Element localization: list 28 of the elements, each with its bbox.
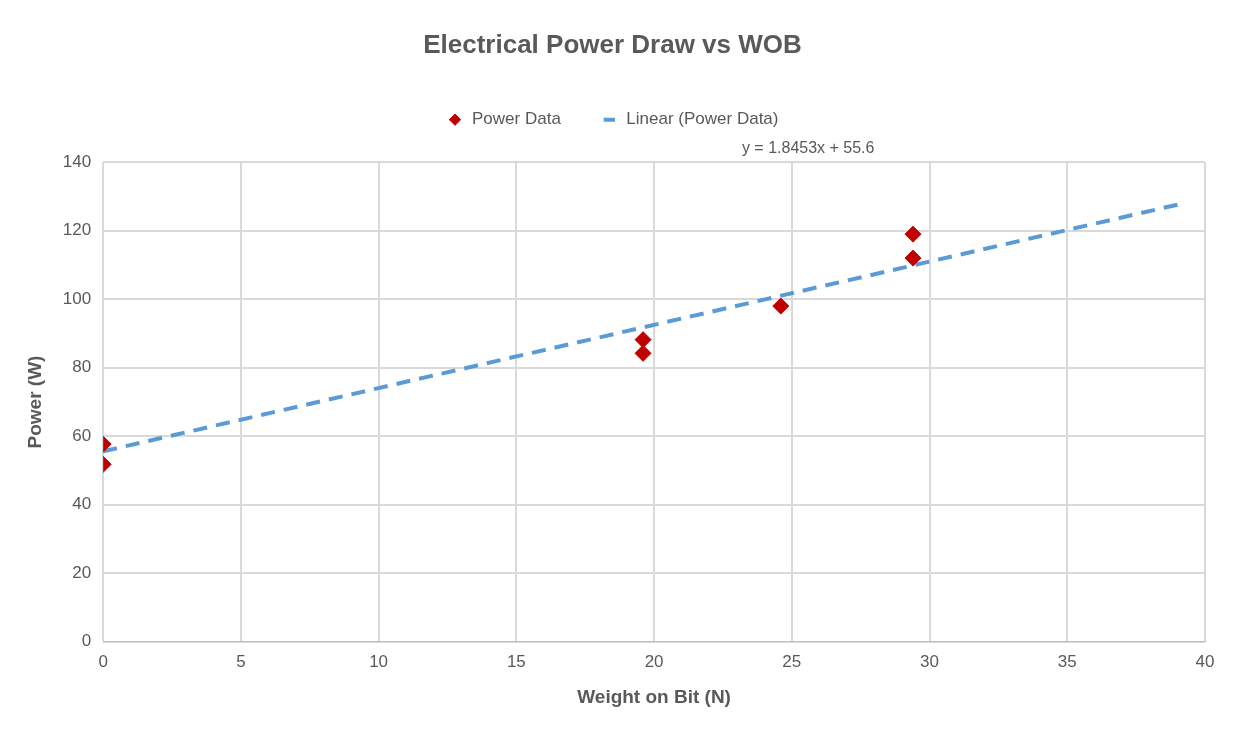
y-tick-label: 40: [72, 494, 92, 514]
y-tick-label: 140: [62, 151, 92, 171]
point: [772, 297, 790, 315]
text: y = 1.8453x + 55.6: [741, 138, 875, 156]
x-tick-label: 15: [506, 651, 526, 671]
y-tick-label: 100: [62, 288, 92, 308]
x-axis-title: Weight on Bit (N): [577, 685, 731, 707]
y-tick-label: 80: [72, 357, 92, 377]
point: [634, 344, 652, 362]
y-tick-label: 20: [72, 562, 92, 582]
x-tick-label: 35: [1057, 651, 1077, 671]
x-tick-label: 25: [782, 651, 802, 671]
y-axis-title: Power (W): [23, 355, 45, 449]
legend-label: Linear (Power Data): [626, 109, 779, 129]
x-tick-label: 5: [236, 651, 246, 671]
x-tick-label: 30: [920, 651, 939, 671]
y-tick-label: 120: [62, 220, 92, 240]
x-tick-label: 40: [1195, 651, 1215, 671]
legend-label: Power Data: [472, 109, 562, 129]
point: [904, 249, 922, 267]
x-tick-label: 10: [369, 651, 389, 671]
x-tick-label: 0: [98, 651, 108, 671]
chart-title: Electrical Power Draw vs WOB: [423, 28, 802, 59]
point: [634, 331, 652, 349]
y-tick-label: 60: [72, 425, 92, 445]
x-tick-label: 20: [644, 651, 664, 671]
point: [904, 225, 922, 243]
y-tick-label: 0: [81, 631, 92, 651]
